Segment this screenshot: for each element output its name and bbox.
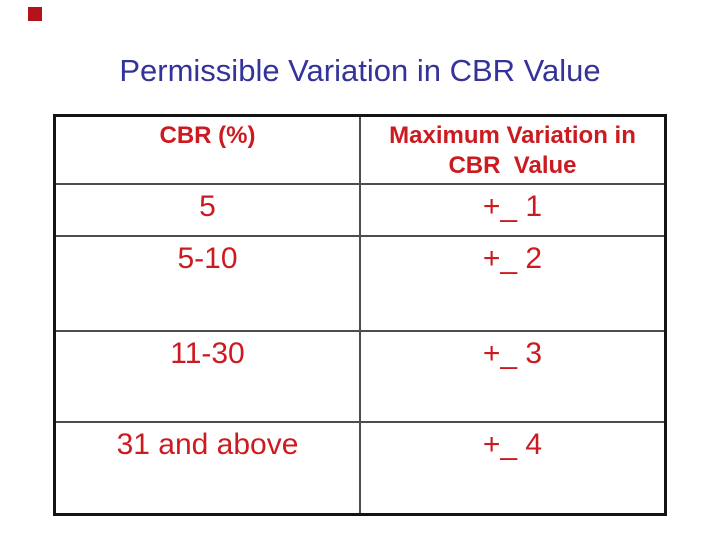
- table-cell-cbr-range: 5: [53, 183, 361, 237]
- table-row: 5 +_ 1: [53, 183, 667, 237]
- table-row: 5-10 +_ 2: [53, 235, 667, 332]
- table-cell-cbr-range: 5-10: [53, 235, 361, 332]
- table-cell-variation: +_ 4: [359, 421, 667, 515]
- column-header-cbr: CBR (%): [53, 114, 361, 185]
- table-cell-variation: +_ 3: [359, 330, 667, 423]
- table-header-row: CBR (%) Maximum Variation in CBR Value: [53, 114, 667, 185]
- accent-square: [28, 7, 42, 21]
- cbr-variation-table: CBR (%) Maximum Variation in CBR Value 5…: [53, 114, 667, 516]
- table-cell-variation: +_ 1: [359, 183, 667, 237]
- table-cell-cbr-range: 11-30: [53, 330, 361, 423]
- table-cell-cbr-range: 31 and above: [53, 421, 361, 515]
- column-header-max-variation: Maximum Variation in CBR Value: [359, 114, 667, 185]
- table-row: 11-30 +_ 3: [53, 330, 667, 423]
- table-cell-variation: +_ 2: [359, 235, 667, 332]
- slide-title: Permissible Variation in CBR Value: [119, 53, 601, 88]
- table-row: 31 and above +_ 4: [53, 421, 667, 515]
